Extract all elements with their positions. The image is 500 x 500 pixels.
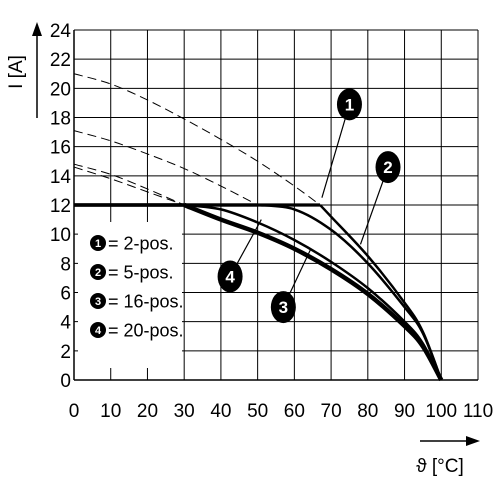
y-tick-label: 2 <box>60 342 71 363</box>
legend-badge-num: 1 <box>95 238 101 250</box>
legend-entry-1: = 2-pos. <box>108 234 174 254</box>
legend: 1 = 2-pos. 2 = 5-pos. 3 = 16-pos. 4 = 20-pos. <box>78 222 184 368</box>
y-tick-label: 12 <box>50 196 71 217</box>
badge-circle-4 <box>217 260 243 293</box>
legend-badge-3 <box>90 293 106 309</box>
badge-circle-2 <box>375 151 401 184</box>
y-tick-label: 10 <box>50 225 71 246</box>
series-curve-4 <box>183 202 444 382</box>
legend-entry-4: = 20-pos. <box>108 321 184 341</box>
x-tick-label: 80 <box>357 401 378 422</box>
badge-label-3: 3 <box>279 298 288 317</box>
x-axis-label: ϑ [°C] <box>416 456 464 477</box>
y-tick-label: 22 <box>50 50 71 71</box>
x-tick-label: 40 <box>210 401 231 422</box>
y-tick-label: 6 <box>60 284 71 305</box>
badge-label-4: 4 <box>225 267 235 286</box>
x-tick-label: 70 <box>321 401 342 422</box>
y-tick-label: 24 <box>50 21 72 42</box>
tick-labels: 0 10 20 30 40 50 60 70 80 90 100 110024681012141618… <box>50 21 493 422</box>
x-tick-label: 100 <box>425 401 457 422</box>
x-tick-label: 110 <box>463 401 493 422</box>
badge-circle-3 <box>270 291 296 324</box>
x-tick-label: 30 <box>174 401 195 422</box>
legend-badge-num: 4 <box>95 325 102 337</box>
x-tick-label: 20 <box>137 401 158 422</box>
series-dashed-3 <box>73 163 185 206</box>
legend-badge-1 <box>90 235 106 251</box>
x-arrow-head <box>466 436 480 446</box>
badge-circle-1 <box>336 88 362 121</box>
x-tick-label: 60 <box>284 401 305 422</box>
y-tick-label: 8 <box>60 254 71 275</box>
y-axis-label: I [A] <box>6 55 27 89</box>
legend-badge-num: 2 <box>95 267 101 279</box>
legend-badge-2 <box>90 264 106 280</box>
series-dashed-2 <box>73 130 258 206</box>
y-tick-label: 14 <box>50 167 72 188</box>
legend-badge-num: 3 <box>95 296 101 308</box>
badge-pointer-1 <box>321 104 351 198</box>
x-tick-label: 10 <box>100 401 121 422</box>
legend-entry-2: = 5-pos. <box>108 263 174 283</box>
series-lines <box>73 73 444 382</box>
y-tick-label: 18 <box>50 109 71 130</box>
series-dashed-4 <box>73 166 185 206</box>
y-arrow-head <box>32 22 42 36</box>
y-tick-label: 20 <box>50 79 71 100</box>
legend-badge-4 <box>90 322 106 338</box>
x-tick-label: 90 <box>394 401 415 422</box>
x-tick-label: 0 <box>69 401 80 422</box>
y-tick-label: 4 <box>60 313 71 334</box>
series-curve-2 <box>257 203 443 381</box>
series-dashed-1 <box>73 73 321 206</box>
curve-badges: 1 2 4 3 <box>217 88 401 324</box>
x-tick-label: 50 <box>247 401 268 422</box>
y-tick-label: 0 <box>60 371 71 392</box>
badge-label-1: 1 <box>345 95 354 114</box>
badge-label-2: 2 <box>383 158 392 177</box>
y-tick-label: 16 <box>50 138 71 159</box>
series-curve-3 <box>184 203 443 381</box>
legend-entry-3: = 16-pos. <box>108 292 184 312</box>
